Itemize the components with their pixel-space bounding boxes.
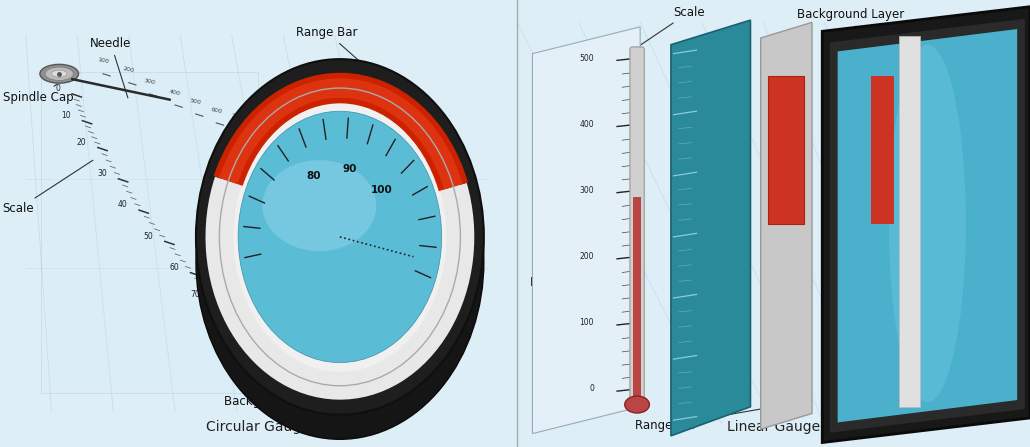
Text: Scale: Scale xyxy=(640,6,706,46)
Text: 100: 100 xyxy=(371,186,392,195)
Text: Background Layer: Background Layer xyxy=(225,365,378,408)
Text: 90: 90 xyxy=(221,330,231,339)
Ellipse shape xyxy=(889,45,966,402)
Text: 0: 0 xyxy=(589,384,594,393)
Text: Needle: Needle xyxy=(91,37,132,98)
Ellipse shape xyxy=(213,80,468,394)
Ellipse shape xyxy=(196,84,484,439)
FancyBboxPatch shape xyxy=(630,47,645,400)
Polygon shape xyxy=(671,20,751,436)
Text: Scale: Scale xyxy=(2,160,93,215)
Text: Range Bar: Range Bar xyxy=(297,26,386,85)
Ellipse shape xyxy=(228,98,452,376)
Text: 100: 100 xyxy=(227,343,241,352)
Polygon shape xyxy=(837,29,1018,422)
Text: 400: 400 xyxy=(580,120,594,129)
Text: Background Layer: Background Layer xyxy=(796,8,904,44)
Bar xyxy=(871,76,894,224)
Text: 500: 500 xyxy=(190,98,202,105)
Text: 40: 40 xyxy=(118,200,128,209)
Ellipse shape xyxy=(213,95,468,409)
Text: Circular Gauge: Circular Gauge xyxy=(206,421,309,434)
Text: 60: 60 xyxy=(170,263,179,272)
Ellipse shape xyxy=(625,396,649,413)
Text: 500: 500 xyxy=(580,54,594,63)
Text: Spindle Cap: Spindle Cap xyxy=(2,84,73,104)
Text: 700: 700 xyxy=(231,114,243,121)
Ellipse shape xyxy=(263,160,376,251)
Text: Range Bar: Range Bar xyxy=(636,405,784,432)
Text: 200: 200 xyxy=(123,67,135,74)
Bar xyxy=(768,76,804,224)
Ellipse shape xyxy=(238,111,442,363)
Text: Level: Level xyxy=(529,273,634,289)
Text: Background Layer: Background Layer xyxy=(889,288,996,320)
Text: 0: 0 xyxy=(56,84,61,93)
Ellipse shape xyxy=(52,70,67,77)
Text: 80: 80 xyxy=(306,171,320,181)
Ellipse shape xyxy=(45,67,73,80)
Bar xyxy=(899,36,920,407)
Polygon shape xyxy=(830,19,1025,433)
Polygon shape xyxy=(533,27,641,434)
Text: 90: 90 xyxy=(343,164,356,173)
Text: 200: 200 xyxy=(580,252,594,261)
Ellipse shape xyxy=(40,64,78,83)
Polygon shape xyxy=(41,72,258,393)
Text: 100: 100 xyxy=(580,318,594,327)
Text: 10: 10 xyxy=(62,111,71,120)
Text: 20: 20 xyxy=(77,138,87,147)
Text: 100: 100 xyxy=(97,58,109,65)
Text: 300: 300 xyxy=(143,78,156,85)
Text: 70: 70 xyxy=(191,290,200,299)
Text: 50: 50 xyxy=(144,232,153,240)
Text: 30: 30 xyxy=(98,169,107,178)
Text: Linear Gauge: Linear Gauge xyxy=(727,421,820,434)
Polygon shape xyxy=(822,7,1030,443)
Polygon shape xyxy=(761,22,812,429)
Text: 600: 600 xyxy=(210,107,222,114)
Text: 400: 400 xyxy=(169,89,181,96)
Ellipse shape xyxy=(196,59,484,415)
Text: 80: 80 xyxy=(206,312,215,321)
Text: 300: 300 xyxy=(580,186,594,195)
Bar xyxy=(633,197,641,398)
